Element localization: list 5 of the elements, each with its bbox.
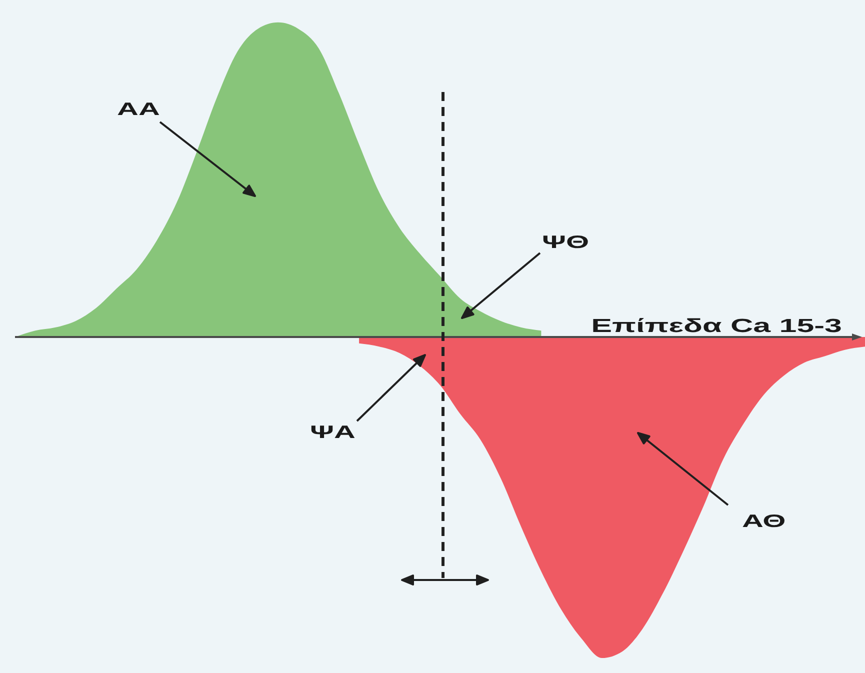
x-axis-title: Επίπεδα Ca 15-3 bbox=[591, 316, 842, 336]
annotation: ΨΘ bbox=[542, 232, 590, 252]
annotation: ΑΘ bbox=[742, 512, 786, 532]
annotation: AA bbox=[117, 100, 160, 120]
annotation: ΨΑ bbox=[310, 422, 356, 442]
